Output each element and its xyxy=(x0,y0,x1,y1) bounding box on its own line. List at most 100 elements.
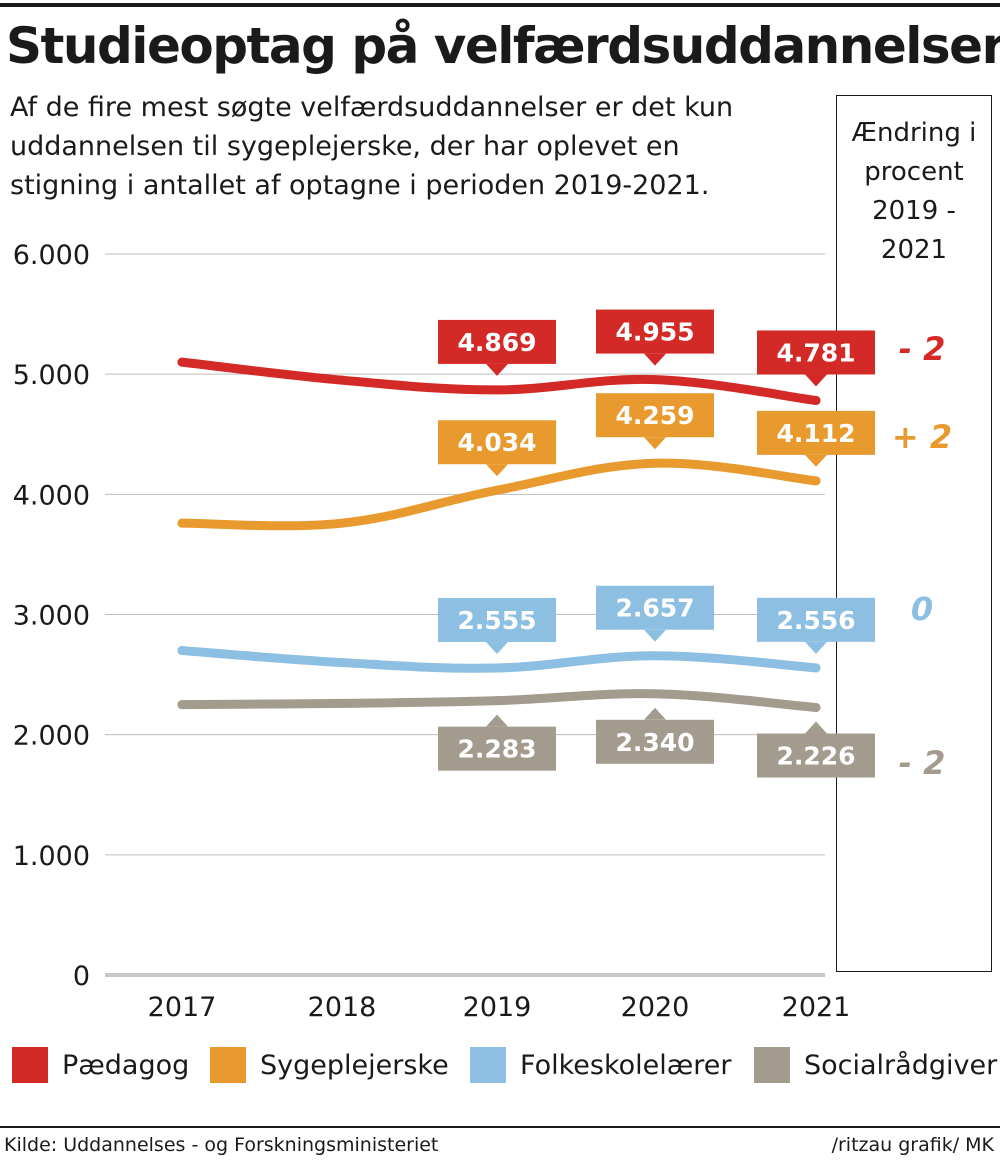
change-column-header: Ændring i procent 2019 - 2021 xyxy=(851,118,977,265)
data-label-pointer xyxy=(486,464,508,477)
data-point-paedagog-2018 xyxy=(337,375,347,385)
legend-label-paedagog: Pædagog xyxy=(62,1049,190,1081)
data-label-text: 2.555 xyxy=(457,606,536,635)
data-label-text: 2.556 xyxy=(776,606,855,635)
data-point-socialraadgiver-2017 xyxy=(177,700,187,710)
legend-item-folkeskolelaerer: Folkeskolelærer xyxy=(470,1040,731,1090)
legend-swatch-folkeskolelaerer xyxy=(470,1047,506,1083)
data-point-folkeskolelaerer-2020 xyxy=(650,651,660,661)
x-tick-label: 2019 xyxy=(463,992,532,1023)
data-point-folkeskolelaerer-2018 xyxy=(337,658,347,668)
data-label-pointer xyxy=(644,437,666,450)
data-label-box xyxy=(438,319,556,364)
data-label-box xyxy=(757,733,875,778)
change-value-socialraadgiver: - 2 xyxy=(899,744,946,782)
data-label-text: 4.034 xyxy=(457,428,536,457)
chart-subtitle: Af de fire mest søgte velfærdsuddannelse… xyxy=(10,92,734,201)
data-label-socialraadgiver-2019: 2.283 xyxy=(438,714,556,771)
data-label-socialraadgiver-2021: 2.226 xyxy=(757,721,875,778)
data-point-folkeskolelaerer-2017 xyxy=(177,646,187,656)
y-tick-label: 0 xyxy=(73,961,90,992)
y-tick-label: 4.000 xyxy=(13,480,90,511)
data-label-text: 4.869 xyxy=(457,328,536,357)
data-label-box xyxy=(757,410,875,455)
data-label-pointer xyxy=(805,374,827,387)
data-label-text: 2.283 xyxy=(457,735,536,764)
data-point-paedagog-2021 xyxy=(811,395,821,405)
data-label-folkeskolelaerer-2020: 2.657 xyxy=(596,585,714,642)
data-point-paedagog-2020 xyxy=(650,375,660,385)
data-label-pointer xyxy=(486,714,508,727)
data-label-text: 4.955 xyxy=(615,318,694,347)
data-label-folkeskolelaerer-2019: 2.555 xyxy=(438,597,556,654)
data-label-text: 4.781 xyxy=(776,338,855,367)
data-label-text: 2.340 xyxy=(615,728,694,757)
y-tick-label: 5.000 xyxy=(13,360,90,391)
data-label-text: 2.226 xyxy=(776,742,855,771)
data-label-pointer xyxy=(486,641,508,654)
data-label-sygeplejerske-2019: 4.034 xyxy=(438,420,556,477)
change-value-sygeplejerske: + 2 xyxy=(892,418,952,456)
data-point-sygeplejerske-2017 xyxy=(177,518,187,528)
x-tick-label: 2020 xyxy=(621,992,690,1023)
data-label-text: 2.657 xyxy=(615,594,694,623)
data-label-box xyxy=(596,719,714,764)
data-point-sygeplejerske-2020 xyxy=(650,458,660,468)
data-point-folkeskolelaerer-2019 xyxy=(492,663,502,673)
legend-item-paedagog: Pædagog xyxy=(12,1040,189,1090)
credit-note: /ritzau grafik/ MK xyxy=(831,1134,994,1156)
legend-label-socialraadgiver: Socialrådgiver xyxy=(804,1049,998,1081)
data-label-pointer xyxy=(486,363,508,376)
change-value-folkeskolelaerer: 0 xyxy=(911,590,933,628)
data-point-socialraadgiver-2020 xyxy=(650,689,660,699)
y-tick-label: 3.000 xyxy=(13,601,90,632)
data-label-pointer xyxy=(805,454,827,467)
data-label-pointer xyxy=(805,641,827,654)
data-label-sygeplejerske-2020: 4.259 xyxy=(596,393,714,450)
data-label-text: 4.259 xyxy=(615,401,694,430)
data-label-box xyxy=(438,726,556,771)
data-point-socialraadgiver-2019 xyxy=(492,696,502,706)
data-point-folkeskolelaerer-2021 xyxy=(811,663,821,673)
legend-item-socialraadgiver: Socialrådgiver xyxy=(754,1040,997,1090)
data-label-box xyxy=(438,597,556,642)
data-label-paedagog-2019: 4.869 xyxy=(438,319,556,376)
legend-label-folkeskolelaerer: Folkeskolelærer xyxy=(520,1049,732,1081)
legend-swatch-paedagog xyxy=(12,1047,48,1083)
data-label-box xyxy=(596,585,714,630)
data-label-box xyxy=(596,393,714,438)
x-tick-label: 2018 xyxy=(308,992,377,1023)
data-point-paedagog-2019 xyxy=(492,385,502,395)
data-label-box xyxy=(438,420,556,465)
data-label-socialraadgiver-2020: 2.340 xyxy=(596,707,714,764)
data-point-paedagog-2017 xyxy=(177,357,187,367)
data-label-sygeplejerske-2021: 4.112 xyxy=(757,410,875,467)
legend-label-sygeplejerske: Sygeplejerske xyxy=(260,1049,449,1081)
legend-swatch-sygeplejerske xyxy=(210,1047,246,1083)
y-tick-label: 1.000 xyxy=(13,841,90,872)
legend: Pædagog Sygeplejerske Folkeskolelærer So… xyxy=(0,1040,1000,1090)
data-point-sygeplejerske-2018 xyxy=(337,518,347,528)
data-label-text: 4.112 xyxy=(776,419,855,448)
top-rule xyxy=(0,3,1000,7)
data-label-box xyxy=(757,330,875,375)
data-point-socialraadgiver-2018 xyxy=(337,698,347,708)
x-tick-label: 2017 xyxy=(148,992,217,1023)
y-tick-label: 2.000 xyxy=(13,721,90,752)
bottom-rule xyxy=(0,1126,1000,1128)
legend-item-sygeplejerske: Sygeplejerske xyxy=(210,1040,449,1090)
change-column-box: Ændring i procent 2019 - 2021 xyxy=(836,95,992,972)
change-value-paedagog: - 2 xyxy=(899,330,946,368)
data-point-sygeplejerske-2019 xyxy=(492,485,502,495)
data-label-box xyxy=(757,597,875,642)
data-label-paedagog-2020: 4.955 xyxy=(596,309,714,366)
data-label-pointer xyxy=(644,629,666,642)
data-label-folkeskolelaerer-2021: 2.556 xyxy=(757,597,875,654)
data-point-socialraadgiver-2021 xyxy=(811,703,821,713)
legend-swatch-socialraadgiver xyxy=(754,1047,790,1083)
source-note: Kilde: Uddannelses - og Forskningsminist… xyxy=(4,1134,439,1156)
data-label-box xyxy=(596,309,714,354)
data-label-pointer xyxy=(644,353,666,366)
data-label-pointer xyxy=(644,707,666,720)
